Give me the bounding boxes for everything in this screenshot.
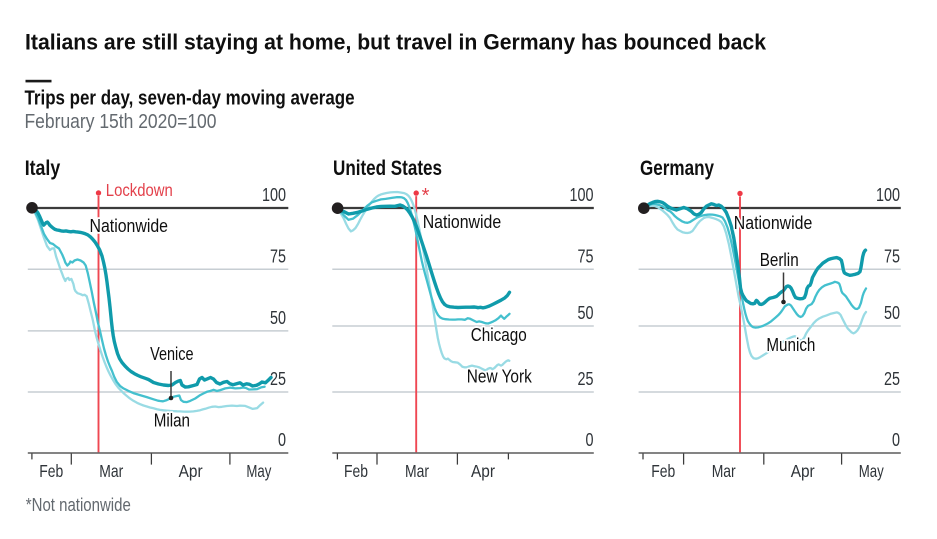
svg-text:0: 0 <box>892 429 900 450</box>
svg-text:Nationwide: Nationwide <box>423 211 502 232</box>
svg-text:New York: New York <box>467 366 533 387</box>
svg-text:100: 100 <box>876 184 900 205</box>
svg-text:Nationwide: Nationwide <box>734 212 813 233</box>
svg-text:Germany: Germany <box>640 156 714 180</box>
svg-text:75: 75 <box>884 246 900 267</box>
svg-text:Apr: Apr <box>179 461 203 481</box>
svg-text:United States: United States <box>333 156 442 180</box>
svg-text:50: 50 <box>884 302 900 323</box>
svg-text:Italy: Italy <box>25 156 61 180</box>
svg-text:February 15th 2020=100: February 15th 2020=100 <box>25 110 217 133</box>
svg-text:25: 25 <box>270 368 286 389</box>
svg-text:Feb: Feb <box>39 461 63 481</box>
svg-text:Venice: Venice <box>150 343 193 364</box>
svg-text:Berlin: Berlin <box>760 249 799 270</box>
svg-text:Mar: Mar <box>99 461 123 481</box>
svg-text:Feb: Feb <box>344 461 368 481</box>
svg-text:25: 25 <box>884 368 900 389</box>
svg-text:75: 75 <box>270 246 286 267</box>
svg-text:Apr: Apr <box>791 461 815 481</box>
svg-text:50: 50 <box>578 302 594 323</box>
svg-text:50: 50 <box>270 307 286 328</box>
svg-text:May: May <box>246 461 271 481</box>
svg-text:Italians are still staying at: Italians are still staying at home, but … <box>25 30 766 55</box>
svg-text:Milan: Milan <box>154 410 190 431</box>
svg-text:100: 100 <box>262 184 286 205</box>
svg-text:Apr: Apr <box>471 461 495 481</box>
svg-text:Chicago: Chicago <box>471 324 527 345</box>
svg-text:75: 75 <box>578 246 594 267</box>
svg-text:Munich: Munich <box>766 334 815 355</box>
svg-text:Trips per day, seven-day movin: Trips per day, seven-day moving average <box>25 87 355 110</box>
svg-text:*: * <box>422 185 430 207</box>
svg-text:0: 0 <box>586 429 594 450</box>
svg-text:Lockdown: Lockdown <box>106 180 173 200</box>
svg-text:Feb: Feb <box>651 461 675 481</box>
svg-text:*Not nationwide: *Not nationwide <box>26 494 131 515</box>
svg-text:25: 25 <box>578 368 594 389</box>
svg-text:Mar: Mar <box>405 461 429 481</box>
svg-text:May: May <box>859 461 884 481</box>
svg-text:100: 100 <box>570 184 594 205</box>
svg-text:Nationwide: Nationwide <box>90 215 169 236</box>
svg-text:0: 0 <box>278 429 286 450</box>
svg-text:Mar: Mar <box>712 461 736 481</box>
